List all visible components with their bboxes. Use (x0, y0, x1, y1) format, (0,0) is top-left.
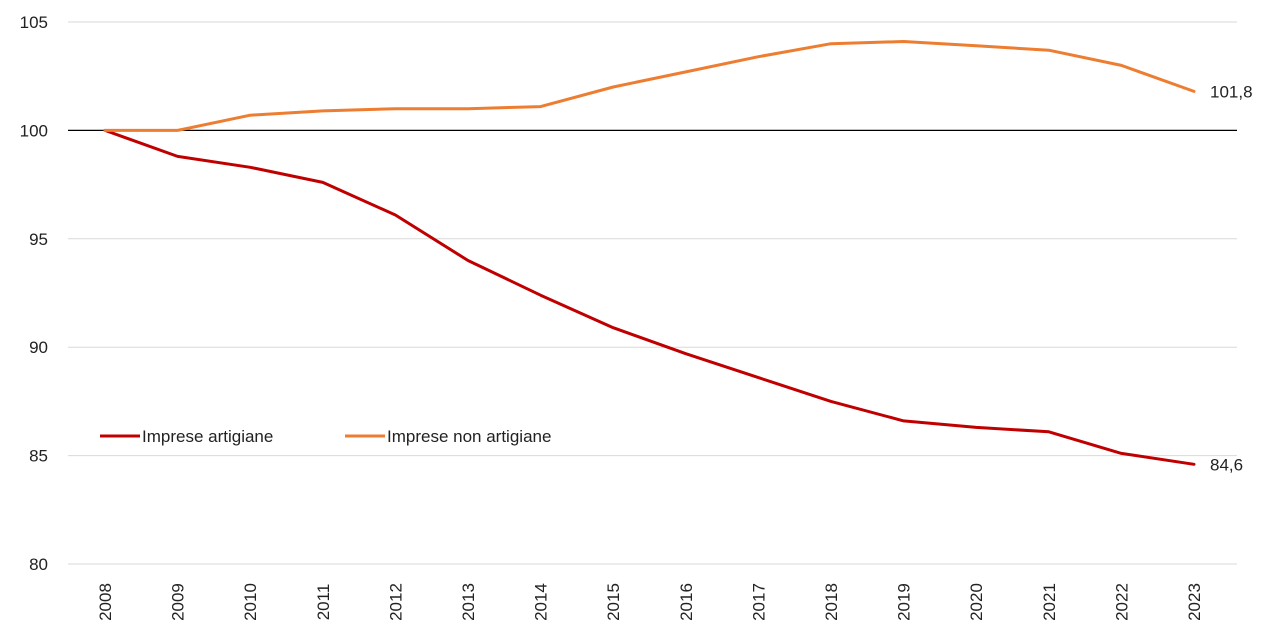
x-tick-label: 2012 (386, 583, 405, 621)
x-tick-label: 2017 (749, 583, 768, 621)
x-tick-label: 2013 (459, 583, 478, 621)
y-tick-label: 105 (20, 13, 48, 32)
series-lines (103, 40, 1196, 466)
end-label-1: 101,8 (1210, 82, 1253, 101)
legend-label-0: Imprese artigiane (142, 427, 273, 446)
gridlines (68, 21, 1237, 565)
y-tick-label: 100 (20, 121, 48, 140)
y-axis-ticks: 80 85 90 95 100 105 (20, 13, 48, 574)
end-labels: 84,6 101,8 (1210, 82, 1253, 474)
x-tick-label: 2023 (1185, 583, 1204, 621)
x-tick-label: 2015 (604, 583, 623, 621)
x-tick-label: 2009 (169, 583, 188, 621)
x-tick-label: 2021 (1040, 583, 1059, 621)
legend-label-1: Imprese non artigiane (387, 427, 551, 446)
x-tick-label: 2022 (1112, 583, 1131, 621)
x-tick-label: 2016 (677, 583, 696, 621)
y-tick-label: 80 (29, 555, 48, 574)
x-tick-label: 2018 (822, 583, 841, 621)
series-line-1 (103, 40, 1196, 132)
legend: Imprese artigiane Imprese non artigiane (100, 427, 551, 446)
series-line-0 (103, 128, 1196, 466)
x-tick-label: 2014 (532, 583, 551, 621)
y-tick-label: 95 (29, 230, 48, 249)
x-tick-label: 2011 (314, 584, 333, 621)
x-tick-label: 2008 (96, 583, 115, 621)
x-tick-label: 2020 (967, 583, 986, 621)
x-axis-ticks: 2008 2009 2010 2011 2012 2013 2014 2015 2016 2017… (96, 583, 1204, 621)
end-label-0: 84,6 (1210, 455, 1243, 474)
y-tick-label: 85 (29, 447, 48, 466)
x-tick-label: 2019 (895, 583, 914, 621)
x-tick-label: 2010 (241, 583, 260, 621)
y-tick-label: 90 (29, 338, 48, 357)
